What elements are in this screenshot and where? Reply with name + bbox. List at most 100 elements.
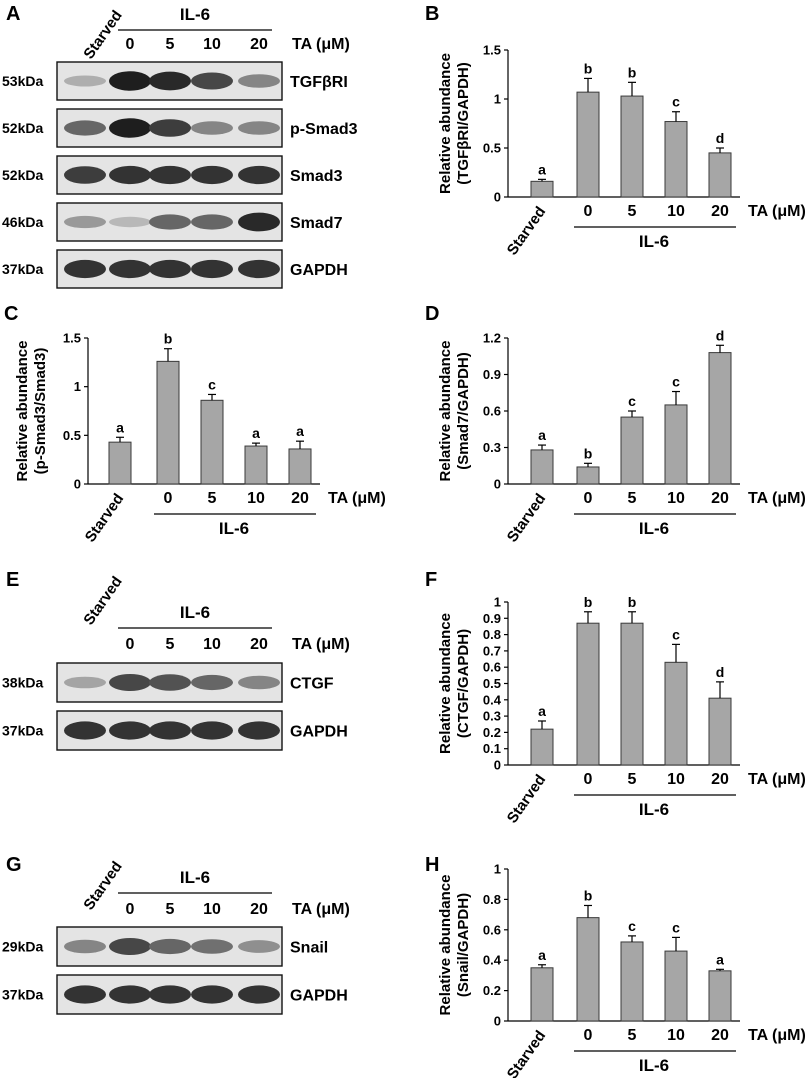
y-tick-label: 1.5 [63, 331, 81, 346]
molecular-weight: 37kDa [2, 987, 43, 1003]
protein-label: GAPDH [290, 988, 348, 1005]
x-category-label: 5 [628, 1027, 637, 1044]
y-tick-label: 0 [494, 477, 501, 492]
blot-band [191, 72, 233, 90]
blot-band [149, 214, 191, 230]
y-tick-label: 0.4 [483, 692, 502, 707]
bar [288, 448, 312, 485]
blot-band [149, 721, 191, 740]
y-tick-label: 0.5 [483, 676, 501, 691]
blot-band [238, 259, 280, 279]
x-category-label: 5 [628, 490, 637, 507]
lane-label: 10 [203, 36, 221, 53]
molecular-weight: 29kDa [2, 939, 43, 955]
significance-letter: a [538, 161, 546, 177]
y-tick-label: 0 [494, 1014, 501, 1029]
starved-label: Starved [80, 7, 125, 62]
bar [708, 697, 732, 766]
significance-letter: c [208, 376, 216, 392]
blot-band [64, 939, 106, 954]
bar [708, 970, 732, 1022]
x-unit-label: TA (μM) [748, 771, 806, 788]
y-axis-label: (Smad7/GAPDH) [455, 352, 472, 470]
y-tick-label: 0.6 [483, 660, 501, 675]
significance-letter: b [628, 64, 637, 80]
bar [708, 352, 732, 485]
x-category-label: 0 [584, 490, 593, 507]
protein-label: p-Smad3 [290, 121, 358, 138]
y-tick-label: 0.8 [483, 892, 501, 907]
y-axis-label: Relative abundance [437, 341, 454, 482]
blot-band [238, 985, 280, 1004]
blot-band [64, 120, 106, 136]
significance-letter: a [716, 951, 724, 967]
blot-band [191, 259, 233, 279]
lane-label: 20 [250, 901, 268, 918]
il6-group-label: IL-6 [219, 519, 249, 538]
y-tick-label: 1 [494, 862, 501, 877]
x-category-label: 20 [291, 490, 309, 507]
blot-band [191, 985, 233, 1004]
significance-letter: b [164, 331, 173, 347]
blot-band [64, 215, 106, 229]
y-tick-label: 1.2 [483, 331, 501, 346]
blot-band [238, 721, 280, 740]
blot-band [238, 121, 280, 135]
y-tick-label: 0.5 [63, 428, 81, 443]
y-tick-label: 1 [494, 595, 501, 610]
starved-label: Starved [80, 573, 125, 628]
bar [620, 622, 644, 766]
y-tick-label: 0.1 [483, 741, 501, 756]
molecular-weight: 37kDa [2, 723, 43, 739]
significance-letter: a [252, 425, 260, 441]
protein-label: GAPDH [290, 262, 348, 279]
protein-label: Snail [290, 940, 328, 957]
molecular-weight: 38kDa [2, 675, 43, 691]
blot-band [191, 939, 233, 954]
bar [664, 950, 688, 1022]
y-tick-label: 0.3 [483, 440, 501, 455]
x-unit-label: TA (μM) [748, 1027, 806, 1044]
protein-label: TGFβRI [290, 74, 348, 91]
blot-band [149, 674, 191, 691]
x-category-label: 20 [711, 771, 729, 788]
treatment-unit: TA (μM) [292, 636, 350, 653]
blot-panel-E: E Starved IL-6 0 5 10 20 TA (μM) 38kDa CTGF 37kDa G… [2, 569, 350, 751]
panel-letter: C [4, 303, 18, 325]
bar [244, 445, 268, 485]
blot-panel-G: G Starved IL-6 0 5 10 20 TA (μM) 29kDa Snail 37kDa… [2, 854, 350, 1015]
blot-band [149, 259, 191, 279]
il6-group-label: IL-6 [639, 800, 669, 819]
significance-letter: a [116, 419, 124, 435]
blot-band [109, 259, 151, 279]
panel-letter: B [425, 3, 439, 25]
y-tick-label: 0.8 [483, 627, 501, 642]
blot-band [149, 119, 191, 137]
y-tick-label: 0.6 [483, 404, 501, 419]
molecular-weight: 37kDa [2, 261, 43, 277]
blot-band [64, 721, 106, 740]
x-category-label: 5 [628, 771, 637, 788]
x-category-label: 0 [164, 490, 173, 507]
chart-panel-B: B Relative abundance (TGFβRI/GAPDH) 0 0.5 1 1.… [425, 3, 806, 258]
blot-band [109, 71, 151, 91]
y-tick-label: 1 [74, 379, 81, 394]
molecular-weight: 46kDa [2, 214, 43, 230]
bar [708, 152, 732, 198]
lane-label: 20 [250, 36, 268, 53]
lane-label: 0 [126, 36, 135, 53]
significance-letter: c [672, 919, 680, 935]
blot-band [191, 121, 233, 135]
bar [576, 917, 600, 1022]
y-axis-label: Relative abundance [437, 613, 454, 754]
y-axis-label: (TGFβRI/GAPDH) [455, 62, 472, 184]
lane-label: 10 [203, 636, 221, 653]
x-category-label: 0 [584, 203, 593, 220]
il6-label: IL-6 [180, 5, 210, 24]
y-axis-label: (CTGF/GAPDH) [455, 629, 472, 738]
y-tick-label: 0.4 [483, 953, 502, 968]
x-category-label: 20 [711, 203, 729, 220]
panel-letter: D [425, 303, 439, 325]
x-unit-label: TA (μM) [748, 203, 806, 220]
bar [530, 180, 554, 198]
